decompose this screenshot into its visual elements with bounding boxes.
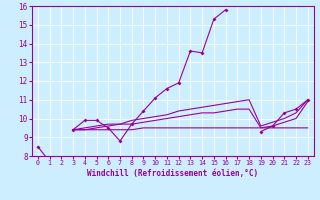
X-axis label: Windchill (Refroidissement éolien,°C): Windchill (Refroidissement éolien,°C) xyxy=(87,169,258,178)
